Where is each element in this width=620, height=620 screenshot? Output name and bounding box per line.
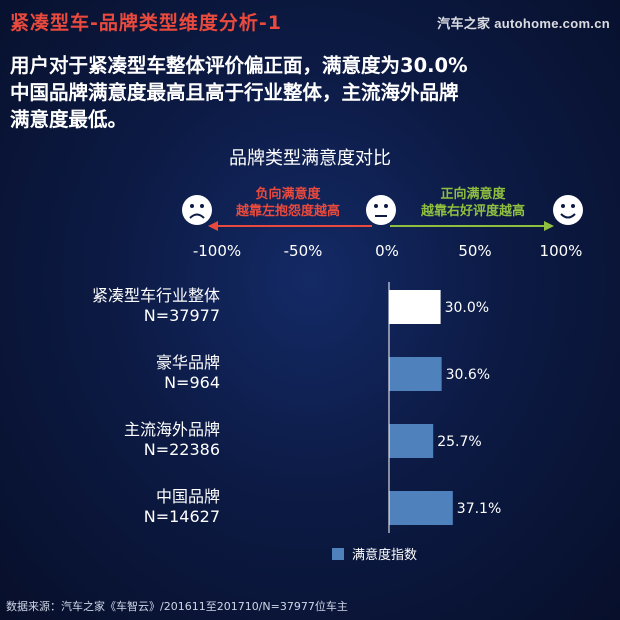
negative-label-line-2: 越靠左抱怨度越高 xyxy=(235,204,340,219)
x-tick-label: -100% xyxy=(193,242,241,260)
bar-value-label: 37.1% xyxy=(457,501,501,517)
category-label: 紧凑型车行业整体 N=37977 xyxy=(0,286,220,326)
category-name: 主流海外品牌 xyxy=(123,420,220,439)
x-tick-label: -50% xyxy=(284,242,323,260)
headline-line-2: 中国品牌满意度最高且高于行业整体，主流海外品牌 xyxy=(10,81,459,104)
legend: 满意度指数 xyxy=(332,544,417,563)
section-title: 紧凑型车-品牌类型维度分析-1 xyxy=(10,12,282,34)
bars: 30.0% 30.6% 25.7% 37.1% xyxy=(389,290,501,525)
frown-face-icon xyxy=(182,195,212,225)
bar-value-label: 25.7% xyxy=(437,434,481,450)
headline: 用户对于紧凑型车整体评价偏正面，满意度为30.0% 中国品牌满意度最高且高于行业… xyxy=(10,52,610,133)
category-sample-size: N=22386 xyxy=(143,440,220,459)
x-axis-ticks: -100% -50% 0% 50% 100% xyxy=(193,242,583,260)
category-name: 中国品牌 xyxy=(155,487,220,506)
bar xyxy=(389,357,442,391)
category-label: 豪华品牌 N=964 xyxy=(0,353,220,393)
headline-line-1: 用户对于紧凑型车整体评价偏正面，满意度为30.0% xyxy=(10,54,468,77)
category-label: 主流海外品牌 N=22386 xyxy=(0,420,220,460)
positive-label-line-2: 越靠右好评度越高 xyxy=(420,204,525,219)
headline-line-3: 满意度最低。 xyxy=(10,108,128,131)
negative-direction-label: 负向满意度 越靠左抱怨度越高 xyxy=(218,186,358,220)
legend-label: 满意度指数 xyxy=(352,548,418,563)
positive-direction-label: 正向满意度 越靠右好评度越高 xyxy=(403,186,543,220)
smile-face-icon xyxy=(553,195,583,225)
legend-swatch xyxy=(332,547,344,560)
negative-arrow-head xyxy=(208,221,218,231)
category-sample-size: N=14627 xyxy=(143,507,220,526)
bar xyxy=(389,424,434,458)
positive-label-line-1: 正向满意度 xyxy=(440,187,506,202)
bar xyxy=(389,290,441,324)
autohome-logo: 汽车之家 autohome.com.cn xyxy=(437,16,610,31)
x-tick-label: 100% xyxy=(540,242,583,260)
data-source-note: 数据来源：汽车之家《车智云》/201611至201710/N=37977位车主 xyxy=(6,600,348,613)
category-name: 豪华品牌 xyxy=(155,353,220,372)
category-label: 中国品牌 N=14627 xyxy=(0,487,220,527)
category-name: 紧凑型车行业整体 xyxy=(91,286,220,305)
category-sample-size: N=964 xyxy=(164,373,220,392)
neutral-face-icon xyxy=(366,195,396,225)
direction-arrows xyxy=(208,221,554,231)
positive-arrow-head xyxy=(544,221,554,231)
chart-title: 品牌类型满意度对比 xyxy=(229,148,391,169)
bar-value-label: 30.6% xyxy=(446,367,490,383)
x-tick-label: 0% xyxy=(375,242,399,260)
bar xyxy=(389,491,453,525)
x-tick-label: 50% xyxy=(458,242,491,260)
category-sample-size: N=37977 xyxy=(143,306,220,325)
negative-label-line-1: 负向满意度 xyxy=(255,187,321,202)
bar-value-label: 30.0% xyxy=(445,300,489,316)
